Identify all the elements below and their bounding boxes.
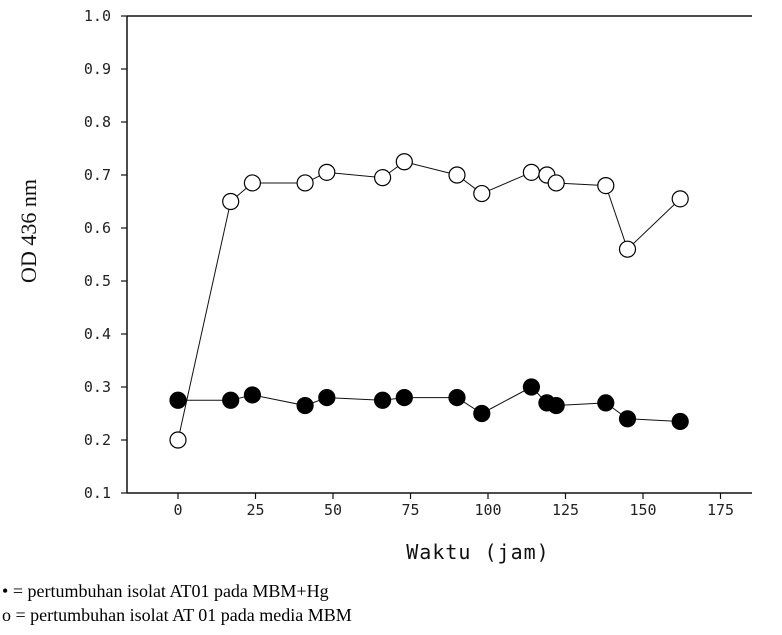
y-tick-label: 0.9 — [84, 60, 111, 78]
data-point-filled — [318, 389, 336, 407]
data-point-filled — [597, 394, 615, 412]
x-tick-label: 100 — [474, 501, 501, 519]
data-point-open — [222, 192, 240, 211]
x-tick-label: 150 — [629, 501, 656, 519]
legend-item-open: o = pertumbuhan isolat AT 01 pada media … — [2, 605, 352, 625]
data-point-filled — [169, 391, 187, 409]
data-point-open — [374, 169, 392, 187]
data-point-open — [597, 177, 615, 195]
data-point-filled — [671, 412, 689, 431]
data-point-filled — [448, 389, 466, 407]
data-point-filled — [473, 404, 491, 423]
legend-text-open: = pertumbuhan isolat AT 01 pada media MB… — [15, 605, 352, 625]
data-point-open — [169, 431, 187, 449]
data-point-open — [395, 153, 413, 171]
data-point-open — [522, 163, 541, 181]
y-tick-label: 0.3 — [84, 378, 111, 396]
y-tick-label: 0.5 — [84, 272, 111, 290]
data-point-filled — [522, 378, 541, 396]
y-tick-label: 0.8 — [84, 113, 111, 131]
x-tick-label: 125 — [552, 501, 579, 519]
y-tick-label: 1.0 — [84, 7, 111, 25]
legend-item-filled: • = pertumbuhan isolat AT01 pada MBM+Hg — [2, 581, 329, 601]
data-point-open — [618, 240, 637, 258]
x-axis-title: Waktu (jam) — [406, 540, 549, 564]
chart: 0.1 0.2 0.3 0.4 0.5 0.6 0.7 0.8 0.9 1.0 0 25 50 75 100… — [16, 7, 752, 564]
data-point-open — [448, 166, 466, 184]
x-tick-label: 175 — [707, 501, 734, 519]
data-point-open — [671, 190, 689, 208]
y-tick-label: 0.7 — [84, 166, 111, 184]
legend-symbol-filled: • — [2, 581, 9, 601]
legend-text-filled: = pertumbuhan isolat AT01 pada MBM+Hg — [12, 581, 329, 601]
data-point-filled — [222, 391, 240, 409]
x-tick-label: 0 — [173, 501, 182, 519]
y-tick-label: 0.4 — [84, 325, 111, 343]
y-axis-title: OD 436 nm — [16, 179, 41, 283]
data-point-filled — [243, 386, 261, 404]
x-tick-label: 75 — [401, 501, 419, 519]
data-point-filled — [547, 396, 565, 415]
y-tick-label: 0.6 — [84, 219, 111, 237]
data-point-filled — [618, 410, 637, 428]
y-tick-label: 0.2 — [84, 431, 111, 449]
y-tick-label: 0.1 — [84, 484, 111, 502]
data-point-open — [243, 174, 261, 192]
data-point-open — [296, 174, 314, 192]
series-layer — [169, 153, 689, 449]
legend-symbol-open: o — [2, 605, 11, 625]
data-point-open — [473, 184, 491, 203]
axes: 0.1 0.2 0.3 0.4 0.5 0.6 0.7 0.8 0.9 1.0 0 25 50 75 100… — [84, 7, 752, 519]
data-point-filled — [395, 389, 413, 407]
data-point-filled — [296, 396, 314, 415]
data-point-open — [547, 174, 565, 192]
x-tick-label: 50 — [324, 501, 342, 519]
data-point-filled — [374, 391, 392, 409]
data-point-open — [318, 163, 336, 181]
x-tick-label: 25 — [246, 501, 264, 519]
